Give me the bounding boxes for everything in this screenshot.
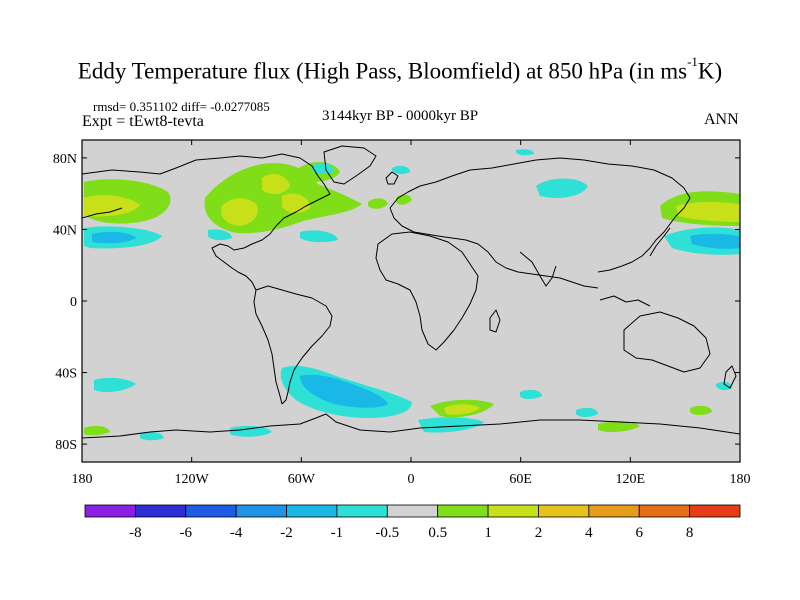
coast-antarctica [82, 413, 740, 439]
negative-anomaly-patches [84, 149, 740, 441]
coast-greenland [323, 145, 377, 185]
anomaly-patch-south-atlantic-south [418, 417, 484, 433]
coast-eurasia-south [389, 207, 599, 289]
map-field [82, 140, 740, 462]
coast-north-america [82, 153, 331, 291]
longitude-axis: 180 120W 60W 0 60E 120E 180 [72, 140, 751, 487]
colorbar-label: -0.5 [375, 525, 399, 541]
colorbar-label: 1 [484, 525, 492, 541]
anomaly-patch-antarctic-coast [598, 421, 640, 433]
experiment-label: Expt = tEwt8-tevta [82, 113, 204, 130]
coast-iceland-uk [385, 171, 399, 185]
colorbar-swatch [638, 504, 691, 518]
anomaly-patch-west-atlantic [300, 230, 338, 243]
colorbar-swatch [84, 504, 136, 518]
season-label: ANN [704, 111, 739, 128]
anomaly-patch-tasman [716, 381, 732, 391]
lon-tick-label: 120W [175, 472, 210, 487]
anomaly-patch-kerguelen [576, 407, 598, 417]
colorbar-label: -1 [331, 525, 344, 541]
coast-south-america-west [253, 289, 283, 405]
colorbar-swatch [437, 504, 489, 518]
colorbar-label: -8 [129, 525, 142, 541]
colorbar: -8 -6 -4 -2 -1 -0.5 0.5 1 2 4 6 8 [84, 504, 741, 541]
colorbar-swatch [689, 504, 741, 518]
coast-madagascar [489, 309, 501, 333]
coastlines [82, 145, 740, 439]
anomaly-patch-ross-sea [84, 425, 110, 436]
colorbar-label: 2 [535, 525, 543, 541]
anomaly-patch-ross-east [140, 431, 164, 441]
lat-tick-label: 80N [53, 152, 77, 167]
colorbar-label: -2 [280, 525, 293, 541]
lon-tick-label: 180 [730, 472, 751, 487]
lat-tick-label: 40S [55, 367, 77, 382]
anomaly-patch-norwegian-sea [392, 165, 410, 175]
lon-tick-label: 120E [616, 472, 646, 487]
coast-africa [375, 231, 479, 351]
anomaly-patch-amundsen-sea [230, 425, 272, 437]
coast-india [519, 251, 557, 287]
anomaly-patch-drake-passage-core [300, 374, 388, 408]
colorbar-label: 8 [686, 525, 694, 541]
lon-tick-label: 180 [72, 472, 93, 487]
plot-title: Eddy Temperature flux (High Pass, Bloomf… [77, 54, 723, 84]
anomaly-patch-south-pacific-east [94, 377, 136, 392]
colorbar-label: 6 [635, 525, 643, 541]
colorbar-swatch [588, 504, 640, 518]
anomaly-patch-south-atlantic-core [444, 404, 480, 415]
colorbar-swatch [487, 504, 539, 518]
colorbar-label: -6 [180, 525, 193, 541]
lat-tick-label: 80S [55, 438, 77, 453]
anomaly-patch-subtropical-pacific-east-core [92, 231, 136, 244]
anomaly-patch-hudson-bay-core [262, 173, 290, 195]
colorbar-swatch [538, 504, 590, 518]
anomaly-patch-baffin [312, 163, 334, 175]
anomaly-patch-north-america-core-west [220, 198, 258, 226]
coast-south-america-east [255, 285, 333, 405]
coast-indonesia [599, 295, 651, 307]
colorbar-swatch [235, 504, 287, 518]
map-background [82, 140, 740, 462]
coast-new-zealand [723, 365, 737, 389]
anomaly-patch-north-pacific-east-core [84, 195, 140, 217]
colorbar-label: -4 [230, 525, 243, 541]
rmsd-diff-label: rmsd= 0.351102 diff= -0.0277085 [93, 99, 270, 114]
coast-aleutians [82, 207, 123, 219]
anomaly-patch-barents [516, 149, 534, 156]
coast-japan [649, 227, 671, 257]
anomaly-patch-south-indian [520, 389, 542, 399]
colorbar-swatch [336, 504, 388, 518]
anomaly-patch-southern-ocean-east [690, 405, 712, 415]
lon-tick-label: 60W [288, 472, 316, 487]
coast-eurasia-north [389, 157, 691, 273]
colorbar-swatch [386, 504, 439, 518]
anomaly-patch-north-pacific-west-core [676, 202, 740, 222]
lat-tick-label: 0 [70, 295, 77, 310]
colorbar-swatch [185, 504, 237, 518]
anomaly-patch-siberia [536, 178, 588, 198]
colorbar-label: 4 [585, 525, 593, 541]
anomaly-patch-gulf-of-mexico [208, 229, 232, 241]
lat-tick-label: 40N [53, 223, 77, 238]
period-label: 3144kyr BP - 0000kyr BP [322, 108, 479, 124]
lon-tick-label: 60E [509, 472, 532, 487]
anomaly-patch-north-atlantic [368, 198, 388, 209]
colorbar-label: 0.5 [428, 525, 447, 541]
anomaly-patch-subtropical-pacific-west-core [690, 233, 740, 249]
colorbar-swatch [286, 504, 338, 518]
latitude-axis: 80N 40N 0 40S 80S [53, 152, 740, 453]
colorbar-swatch [134, 504, 187, 518]
coast-australia [623, 311, 711, 373]
lon-tick-label: 0 [408, 472, 415, 487]
